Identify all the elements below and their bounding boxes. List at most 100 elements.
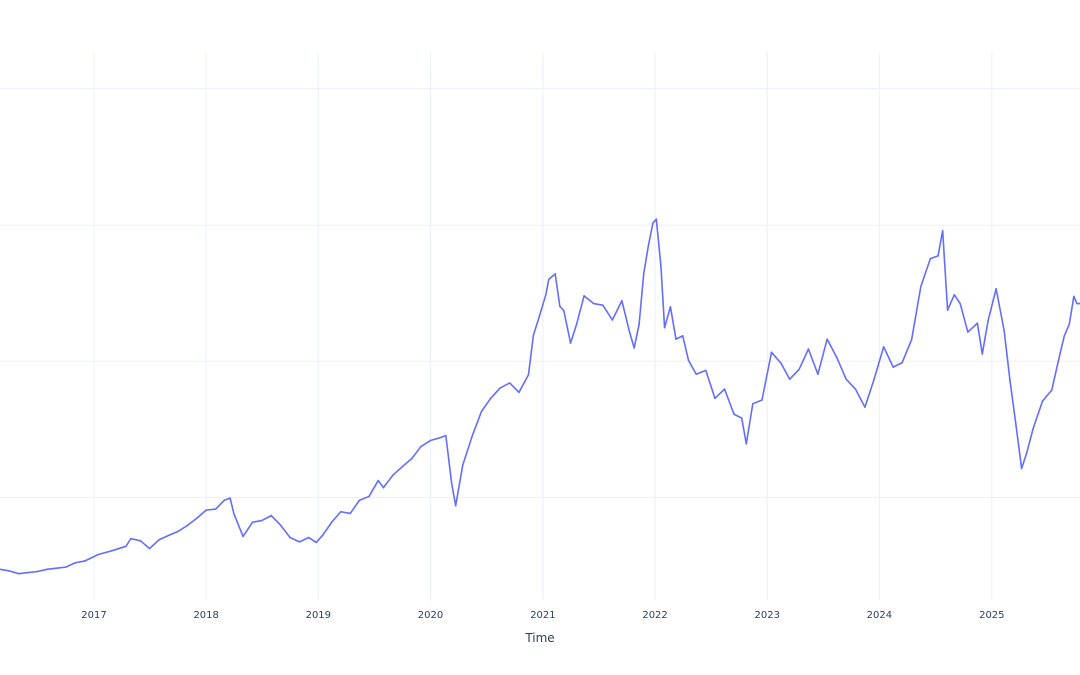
data-point bbox=[910, 338, 913, 341]
data-point bbox=[733, 413, 735, 416]
data-point bbox=[229, 497, 231, 499]
data-point bbox=[981, 353, 984, 355]
x-tick-label: 2021 bbox=[530, 610, 555, 621]
data-point bbox=[652, 222, 654, 224]
data-point bbox=[1050, 389, 1053, 391]
data-point bbox=[647, 245, 650, 247]
data-point bbox=[798, 368, 800, 371]
data-point bbox=[681, 335, 684, 337]
data-point bbox=[242, 535, 244, 538]
data-point bbox=[410, 457, 413, 460]
data-point bbox=[655, 218, 658, 220]
data-point bbox=[1063, 335, 1066, 337]
data-point bbox=[1026, 451, 1028, 454]
data-point bbox=[569, 342, 572, 344]
data-point bbox=[864, 406, 866, 408]
data-point bbox=[740, 417, 743, 419]
data-point bbox=[331, 520, 333, 523]
data-point bbox=[563, 309, 565, 312]
data-point bbox=[1009, 379, 1011, 382]
data-point bbox=[125, 545, 127, 548]
data-point bbox=[454, 504, 457, 507]
data-point bbox=[480, 410, 483, 413]
data-point bbox=[1076, 302, 1078, 305]
data-point bbox=[882, 346, 885, 348]
data-point bbox=[46, 568, 48, 571]
data-point bbox=[976, 322, 979, 325]
data-point bbox=[445, 434, 447, 437]
data-point bbox=[55, 567, 58, 570]
data-point bbox=[723, 388, 726, 390]
data-point bbox=[544, 294, 547, 297]
data-point bbox=[298, 541, 301, 543]
x-tick-label: 2024 bbox=[867, 610, 892, 621]
data-point bbox=[714, 397, 716, 400]
data-point bbox=[873, 378, 875, 380]
data-point bbox=[532, 334, 535, 337]
data-point bbox=[489, 397, 492, 400]
data-point bbox=[17, 572, 20, 575]
data-point bbox=[1032, 428, 1034, 430]
x-tick-label: 2020 bbox=[418, 610, 443, 621]
data-point bbox=[835, 356, 838, 359]
data-point bbox=[471, 435, 473, 438]
data-point bbox=[167, 534, 170, 537]
data-point bbox=[959, 302, 961, 305]
x-tick-label: 2022 bbox=[642, 610, 667, 621]
data-point bbox=[420, 445, 422, 448]
data-point bbox=[280, 524, 282, 527]
data-point bbox=[233, 512, 235, 515]
data-point bbox=[1014, 422, 1017, 425]
data-point bbox=[36, 570, 39, 573]
data-point bbox=[854, 388, 857, 390]
data-point bbox=[518, 391, 520, 394]
data-point bbox=[83, 560, 86, 562]
data-point bbox=[761, 399, 763, 401]
data-point bbox=[633, 347, 635, 349]
data-point bbox=[807, 348, 810, 350]
data-point bbox=[339, 510, 342, 513]
data-point bbox=[675, 338, 677, 340]
data-point bbox=[307, 536, 310, 539]
x-tick-label: 2025 bbox=[979, 610, 1004, 621]
data-point bbox=[770, 351, 773, 354]
data-point bbox=[953, 293, 956, 296]
data-point bbox=[642, 273, 645, 275]
data-point bbox=[8, 570, 11, 572]
data-point bbox=[205, 509, 207, 511]
data-point bbox=[177, 530, 179, 533]
data-point bbox=[583, 295, 585, 297]
x-axis-ticks: 2017 2018 2019 2020 2021 2022 2023 2024 2025 bbox=[81, 610, 1004, 621]
data-point bbox=[251, 521, 254, 523]
data-point bbox=[687, 359, 690, 362]
data-point bbox=[845, 378, 847, 380]
series-line bbox=[0, 218, 1080, 575]
data-point bbox=[554, 273, 557, 275]
data-point bbox=[139, 540, 142, 542]
data-point bbox=[941, 229, 944, 232]
data-point bbox=[995, 287, 997, 290]
data-point bbox=[547, 278, 550, 281]
data-point bbox=[148, 547, 151, 550]
data-point bbox=[937, 255, 939, 257]
data-point bbox=[987, 319, 989, 322]
data-point bbox=[892, 366, 894, 368]
data-point bbox=[450, 482, 453, 485]
data-point bbox=[663, 326, 666, 329]
data-point bbox=[559, 305, 561, 308]
data-point bbox=[508, 382, 511, 384]
data-point bbox=[223, 499, 226, 502]
data-point bbox=[967, 331, 969, 333]
data-point bbox=[695, 373, 698, 376]
data-point bbox=[64, 566, 67, 568]
data-point bbox=[111, 549, 113, 552]
data-point bbox=[377, 479, 380, 482]
data-point bbox=[27, 571, 30, 574]
data-point bbox=[538, 315, 541, 318]
x-tick-label: 2018 bbox=[193, 610, 218, 621]
data-point bbox=[1058, 354, 1061, 356]
data-point bbox=[439, 436, 441, 439]
data-point bbox=[401, 466, 404, 468]
data-point bbox=[392, 474, 394, 476]
